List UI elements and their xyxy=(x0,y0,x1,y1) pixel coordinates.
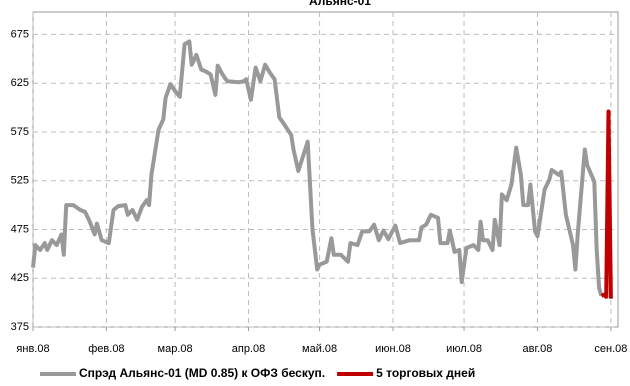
y-tick-label: 575 xyxy=(11,126,29,138)
x-tick-label: июн.08 xyxy=(375,343,411,355)
chart-title: Альянс-01 xyxy=(309,0,371,8)
y-tick-label: 525 xyxy=(11,175,29,187)
x-tick-label: сен.08 xyxy=(594,343,627,355)
x-tick-label: май.08 xyxy=(302,343,337,355)
x-tick-label: апр.08 xyxy=(232,343,265,355)
y-tick-label: 675 xyxy=(11,28,29,40)
series-line xyxy=(31,39,604,297)
x-tick-label: июл.08 xyxy=(446,343,482,355)
y-tick-label: 475 xyxy=(11,223,29,235)
x-tick-label: мар.08 xyxy=(158,343,193,355)
x-tick-label: фев.08 xyxy=(88,343,124,355)
series-line xyxy=(600,109,613,299)
legend-label: 5 торговых дней xyxy=(376,366,475,380)
y-tick-label: 425 xyxy=(11,272,29,284)
x-tick-label: авг.08 xyxy=(523,343,553,355)
y-tick-label: 625 xyxy=(11,77,29,89)
y-tick-label: 375 xyxy=(11,321,29,333)
legend-label: Спрэд Альянс-01 (MD 0.85) к ОФЗ бескуп. xyxy=(79,366,325,380)
x-tick-label: янв.08 xyxy=(16,343,49,355)
plot-frame xyxy=(32,11,619,328)
